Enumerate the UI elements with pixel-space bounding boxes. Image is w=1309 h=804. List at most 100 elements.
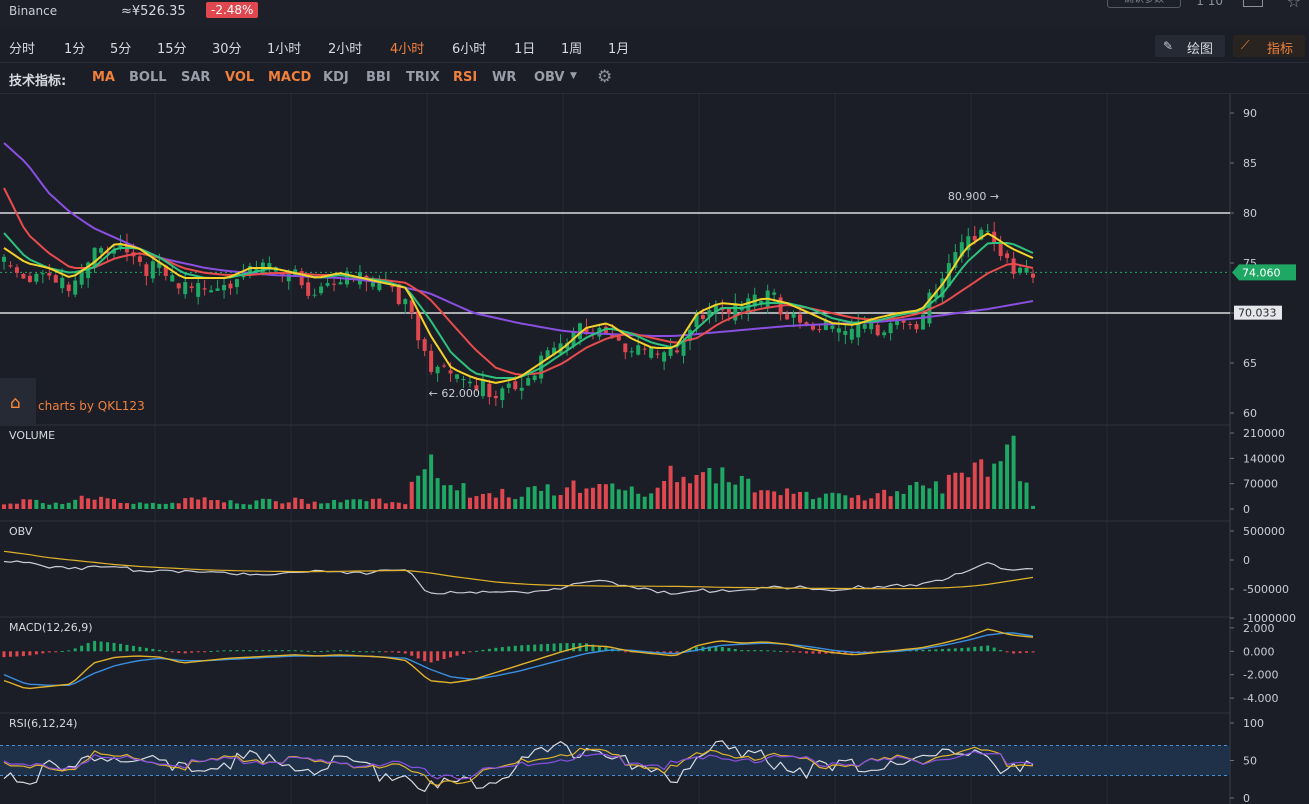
indicator-boll[interactable]: BOLL — [129, 70, 167, 85]
macd-histogram-bar — [986, 645, 990, 652]
interval-15m[interactable]: 15分 — [157, 42, 187, 57]
price-change-badge: -2.48% — [206, 2, 259, 18]
candle-body — [552, 347, 557, 355]
candle-body — [920, 314, 925, 330]
candle-body — [1011, 258, 1016, 274]
volume-bar — [474, 496, 479, 509]
volume-bar — [150, 502, 155, 509]
candle-body — [1005, 253, 1010, 258]
volume-bar — [286, 502, 291, 509]
indicator-rsi[interactable]: RSI — [453, 70, 478, 85]
indicator-ma[interactable]: MA — [92, 70, 115, 85]
volume-bar — [312, 501, 317, 509]
candle-body — [785, 314, 790, 320]
interval-1d[interactable]: 1日 — [514, 42, 536, 57]
candle-body — [856, 321, 861, 338]
candle-body — [888, 323, 893, 334]
gear-icon[interactable]: ⚙ — [597, 67, 613, 87]
candle-body — [247, 266, 252, 273]
macd-histogram-bar — [461, 651, 465, 654]
volume-bar — [86, 498, 91, 509]
confirm-params-button[interactable]: 确认参数 — [1107, 0, 1181, 8]
volume-bar — [642, 496, 647, 509]
macd-histogram-bar — [15, 651, 19, 657]
y-tick-label: 70000 — [1243, 478, 1278, 491]
interval-fenshi[interactable]: 分时 — [9, 42, 36, 57]
macd-histogram-bar — [526, 644, 530, 652]
volume-bar — [791, 493, 796, 509]
volume-bar — [577, 492, 582, 509]
candle-body — [869, 322, 874, 330]
indicator-button[interactable]: ⟋ 指标 — [1233, 35, 1305, 57]
volume-bar — [856, 495, 861, 509]
macd-histogram-bar — [332, 650, 336, 652]
interval-1m[interactable]: 1分 — [64, 42, 86, 57]
indicator-macd[interactable]: MACD — [268, 70, 312, 85]
volume-bar — [785, 488, 790, 509]
candle-body — [1031, 273, 1035, 278]
macd-dif-line — [3, 628, 1034, 690]
indicator-bbi[interactable]: BBI — [366, 70, 391, 85]
macd-histogram-bar — [442, 651, 446, 660]
volume-bar — [739, 475, 744, 509]
y-tick-label: 80 — [1243, 207, 1257, 220]
candle-body — [636, 345, 641, 355]
indicator-vol[interactable]: VOL — [225, 70, 255, 85]
indicator-trix[interactable]: TRIX — [406, 70, 440, 85]
macd-histogram-bar — [390, 651, 394, 653]
interval-1h[interactable]: 1小时 — [267, 42, 302, 57]
candle-body — [118, 243, 123, 248]
macd-histogram-bar — [1025, 651, 1029, 653]
candle-body — [144, 264, 149, 276]
volume-bar — [765, 490, 770, 509]
macd-histogram-bar — [229, 650, 233, 652]
volume-bar — [623, 490, 628, 509]
line-chart-icon: ⟋ — [1241, 38, 1250, 52]
candle-body — [836, 328, 841, 333]
candle-body — [519, 387, 524, 391]
volume-bar — [700, 472, 705, 509]
interval-4h[interactable]: 4小时 — [390, 42, 425, 57]
interval-1w[interactable]: 1周 — [561, 42, 583, 57]
interval-1mo[interactable]: 1月 — [608, 42, 630, 57]
star-icon[interactable]: ☆ — [1286, 0, 1301, 11]
candle-body — [1018, 267, 1023, 273]
candle-body — [1024, 267, 1029, 273]
draw-button[interactable]: ✎ 绘图 — [1155, 35, 1225, 57]
macd-histogram-bar — [274, 650, 278, 652]
volume-bar — [357, 499, 362, 509]
macd-histogram-bar — [792, 651, 796, 653]
candle-body — [202, 288, 207, 290]
volume-bar — [901, 493, 906, 509]
interval-30m[interactable]: 30分 — [212, 42, 242, 57]
indicator-kdj[interactable]: KDJ — [323, 70, 349, 85]
volume-bar — [778, 495, 783, 509]
candle-body — [972, 235, 977, 241]
obv-series-0 — [3, 560, 1034, 595]
volume-bar — [843, 495, 848, 509]
candle-body — [370, 282, 375, 287]
volume-bar — [908, 485, 913, 509]
candle-body — [170, 275, 175, 282]
volume-bar — [118, 502, 123, 509]
candle-body — [629, 351, 634, 353]
candle-body — [461, 379, 466, 381]
indicator-sar[interactable]: SAR — [181, 70, 211, 85]
volume-bar — [429, 454, 434, 509]
volume-bar — [733, 484, 738, 509]
interval-6h[interactable]: 6小时 — [452, 42, 487, 57]
chart-area[interactable]: 9085807570656080.900 →← 62.00074.06070.0… — [0, 94, 1309, 804]
volume-bar — [998, 461, 1003, 509]
volume-bar — [34, 499, 39, 509]
macd-histogram-bar — [869, 651, 873, 653]
macd-histogram-bar — [125, 644, 129, 652]
interval-2h[interactable]: 2小时 — [328, 42, 363, 57]
interval-5m[interactable]: 5分 — [110, 42, 132, 57]
indicator-obv[interactable]: OBV — [534, 70, 565, 85]
caret-down-icon[interactable]: ▼ — [570, 71, 577, 81]
indicator-wr[interactable]: WR — [492, 70, 517, 85]
macd-histogram-bar — [837, 651, 841, 654]
fullscreen-icon[interactable] — [1243, 0, 1263, 7]
volume-bar — [688, 483, 692, 509]
macd-histogram-bar — [261, 650, 265, 652]
